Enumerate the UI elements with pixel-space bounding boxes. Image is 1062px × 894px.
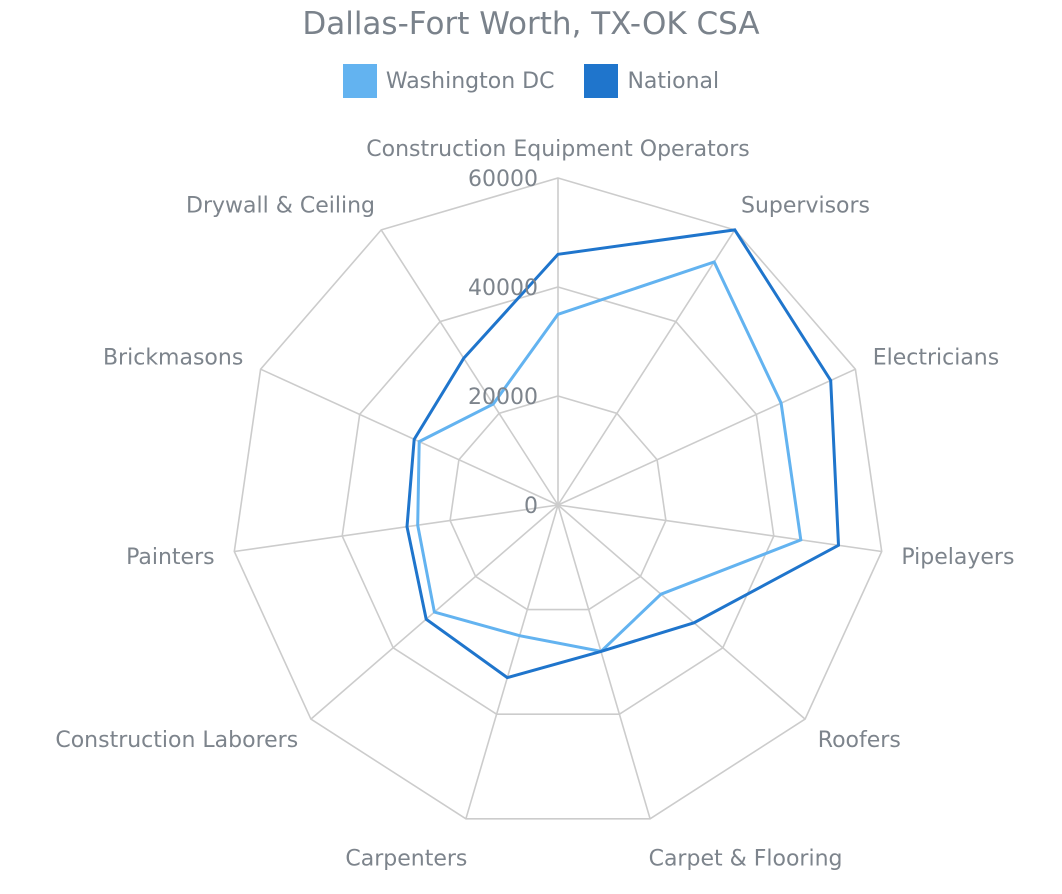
- category-label: Painters: [126, 545, 214, 570]
- category-label: Electricians: [873, 346, 1000, 371]
- legend-label-washington-dc: Washington DC: [385, 68, 555, 94]
- chart-title: Dallas-Fort Worth, TX-OK CSA: [302, 6, 760, 42]
- grid-spoke: [557, 229, 736, 506]
- grid-spoke: [260, 368, 559, 506]
- series-line-national: [405, 228, 841, 680]
- legend-item-national[interactable]: National: [584, 64, 719, 98]
- grid-ring: [341, 286, 775, 716]
- category-label: Pipelayers: [901, 545, 1014, 570]
- radial-tick-label: 60000: [468, 167, 538, 192]
- legend: Washington DC National: [0, 64, 1062, 98]
- category-label: Construction Equipment Operators: [366, 137, 749, 162]
- grid-spoke: [234, 504, 559, 553]
- category-label: Supervisors: [741, 194, 870, 219]
- grid-spoke: [380, 229, 559, 506]
- grid-spoke: [557, 504, 882, 553]
- category-label: Carpet & Flooring: [649, 847, 843, 872]
- grid-spoke: [557, 368, 856, 506]
- grid-spoke: [557, 504, 806, 720]
- category-label: Carpenters: [345, 847, 467, 872]
- radial-tick-label: 40000: [468, 276, 538, 301]
- category-label: Construction Laborers: [55, 728, 298, 753]
- grid-ring: [449, 395, 667, 611]
- radial-tick-label: 20000: [468, 385, 538, 410]
- series-line-washington-dc: [416, 260, 803, 654]
- grid-spoke: [557, 504, 651, 820]
- category-label: Drywall & Ceiling: [186, 194, 375, 219]
- grid-ring: [233, 177, 883, 820]
- legend-item-washington-dc[interactable]: Washington DC: [342, 64, 555, 98]
- legend-swatch-national: [584, 64, 619, 98]
- legend-swatch-washington-dc: [342, 64, 377, 98]
- radial-tick-label: 0: [524, 494, 538, 519]
- category-label: Roofers: [818, 728, 901, 753]
- legend-label-national: National: [627, 68, 720, 94]
- grid-spoke: [465, 504, 559, 820]
- category-label: Brickmasons: [103, 346, 243, 371]
